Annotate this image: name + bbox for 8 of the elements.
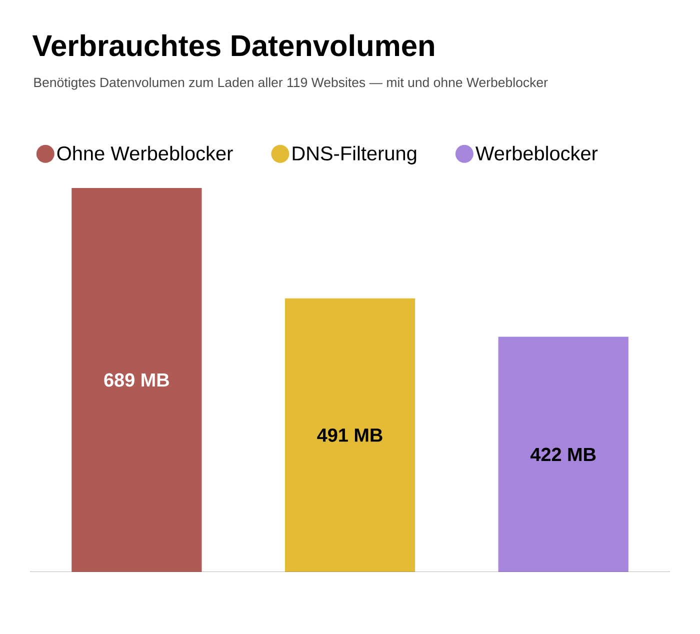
legend-label: Ohne Werbeblocker <box>57 146 233 160</box>
data-label: 689 MB <box>104 373 169 387</box>
chart-title: Verbrauchtes Datenvolumen <box>32 34 434 56</box>
legend-label: Werbeblocker <box>476 146 598 160</box>
chart-subtitle: Benötigtes Datenvolumen zum Laden aller 119 Websites — mit und ohne Werbeblocker <box>34 77 548 90</box>
legend-label: DNS-Filterung <box>292 146 416 164</box>
data-label: 422 MB <box>530 448 596 461</box>
data-label: 491 MB <box>317 428 382 442</box>
